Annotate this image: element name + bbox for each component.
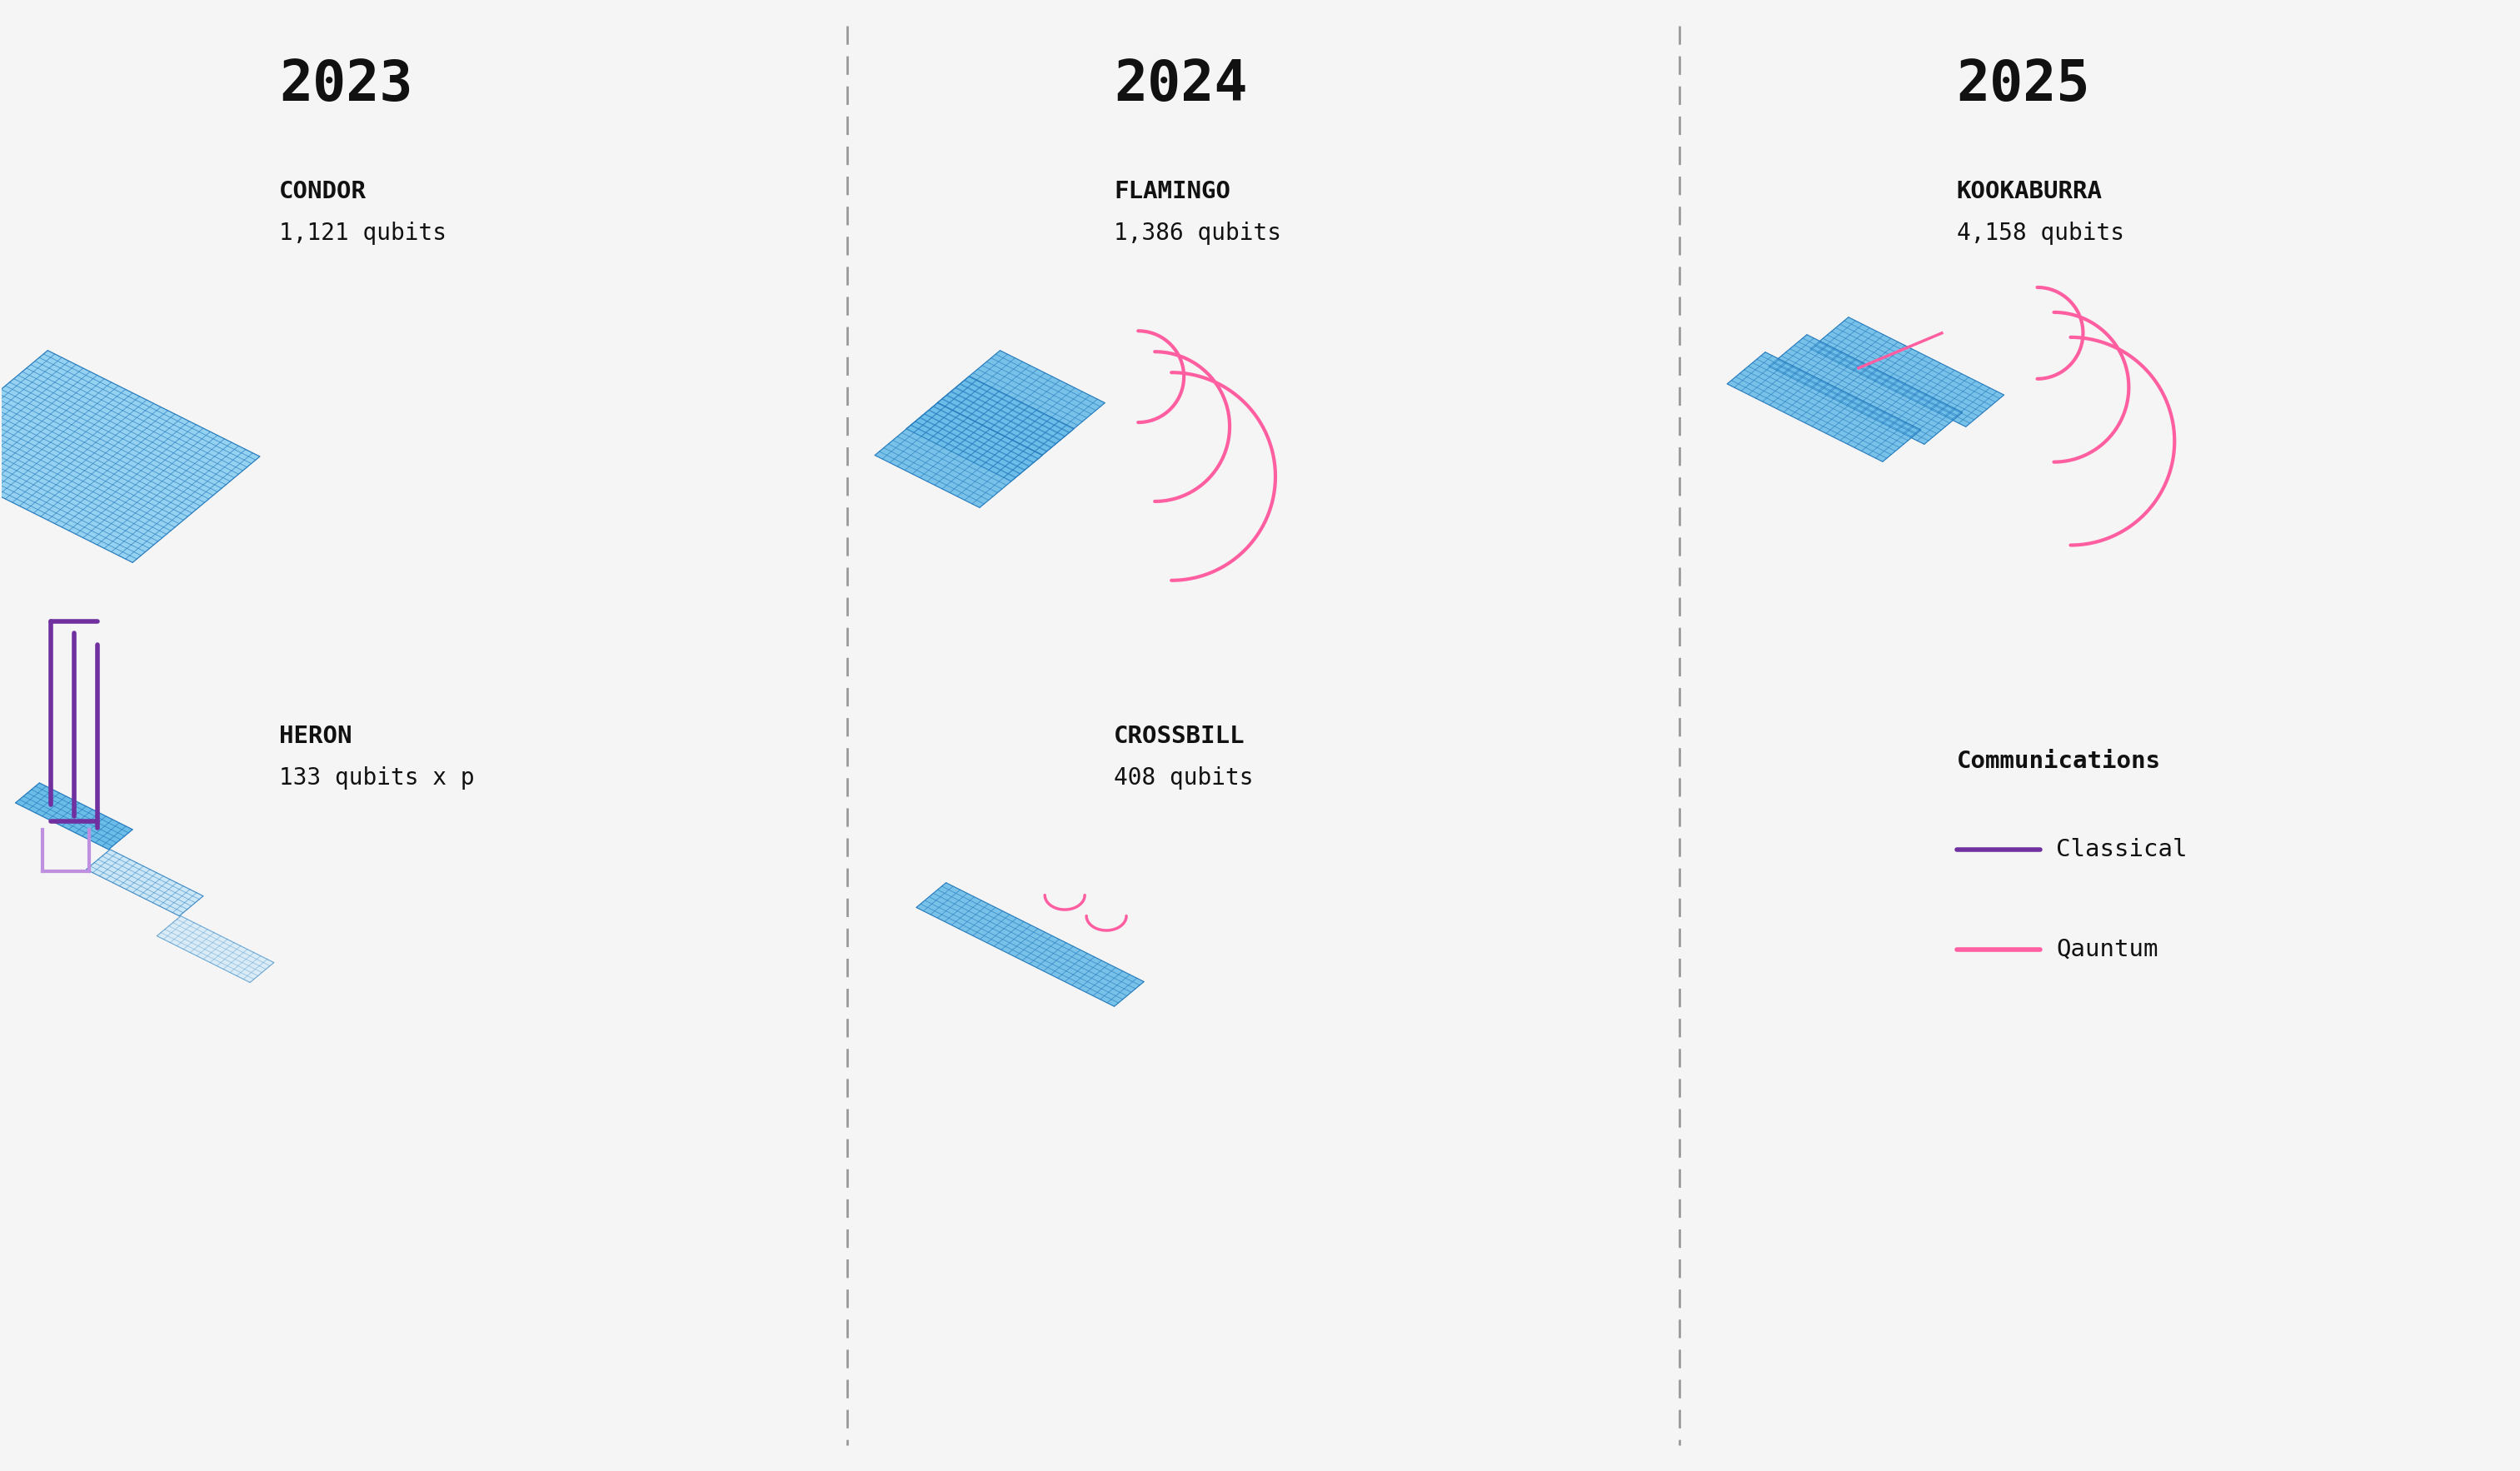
Text: Communications: Communications	[1956, 750, 2160, 772]
Text: Qauntum: Qauntum	[2056, 937, 2160, 961]
Text: 408 qubits: 408 qubits	[1114, 766, 1252, 790]
Polygon shape	[874, 403, 1043, 507]
Polygon shape	[0, 350, 260, 562]
Text: 2024: 2024	[1114, 57, 1247, 113]
Text: HERON: HERON	[280, 725, 353, 749]
Text: CROSSBILL: CROSSBILL	[1114, 725, 1245, 749]
Text: 2023: 2023	[280, 57, 413, 113]
Text: CONDOR: CONDOR	[280, 179, 365, 203]
Text: 133 qubits x p: 133 qubits x p	[280, 766, 474, 790]
Polygon shape	[86, 849, 204, 916]
Text: 1,121 qubits: 1,121 qubits	[280, 222, 446, 244]
Polygon shape	[937, 350, 1104, 455]
Text: FLAMINGO: FLAMINGO	[1114, 179, 1230, 203]
Text: KOOKABURRA: KOOKABURRA	[1956, 179, 2102, 203]
Polygon shape	[1809, 318, 2003, 427]
Polygon shape	[907, 377, 1074, 481]
Text: 2025: 2025	[1956, 57, 2089, 113]
Polygon shape	[1726, 352, 1920, 462]
Text: Classical: Classical	[2056, 838, 2187, 861]
Polygon shape	[1769, 334, 1963, 444]
Text: 1,386 qubits: 1,386 qubits	[1114, 222, 1283, 244]
Polygon shape	[15, 783, 134, 849]
Polygon shape	[156, 916, 275, 983]
Text: 4,158 qubits: 4,158 qubits	[1956, 222, 2124, 244]
Polygon shape	[917, 883, 1144, 1006]
